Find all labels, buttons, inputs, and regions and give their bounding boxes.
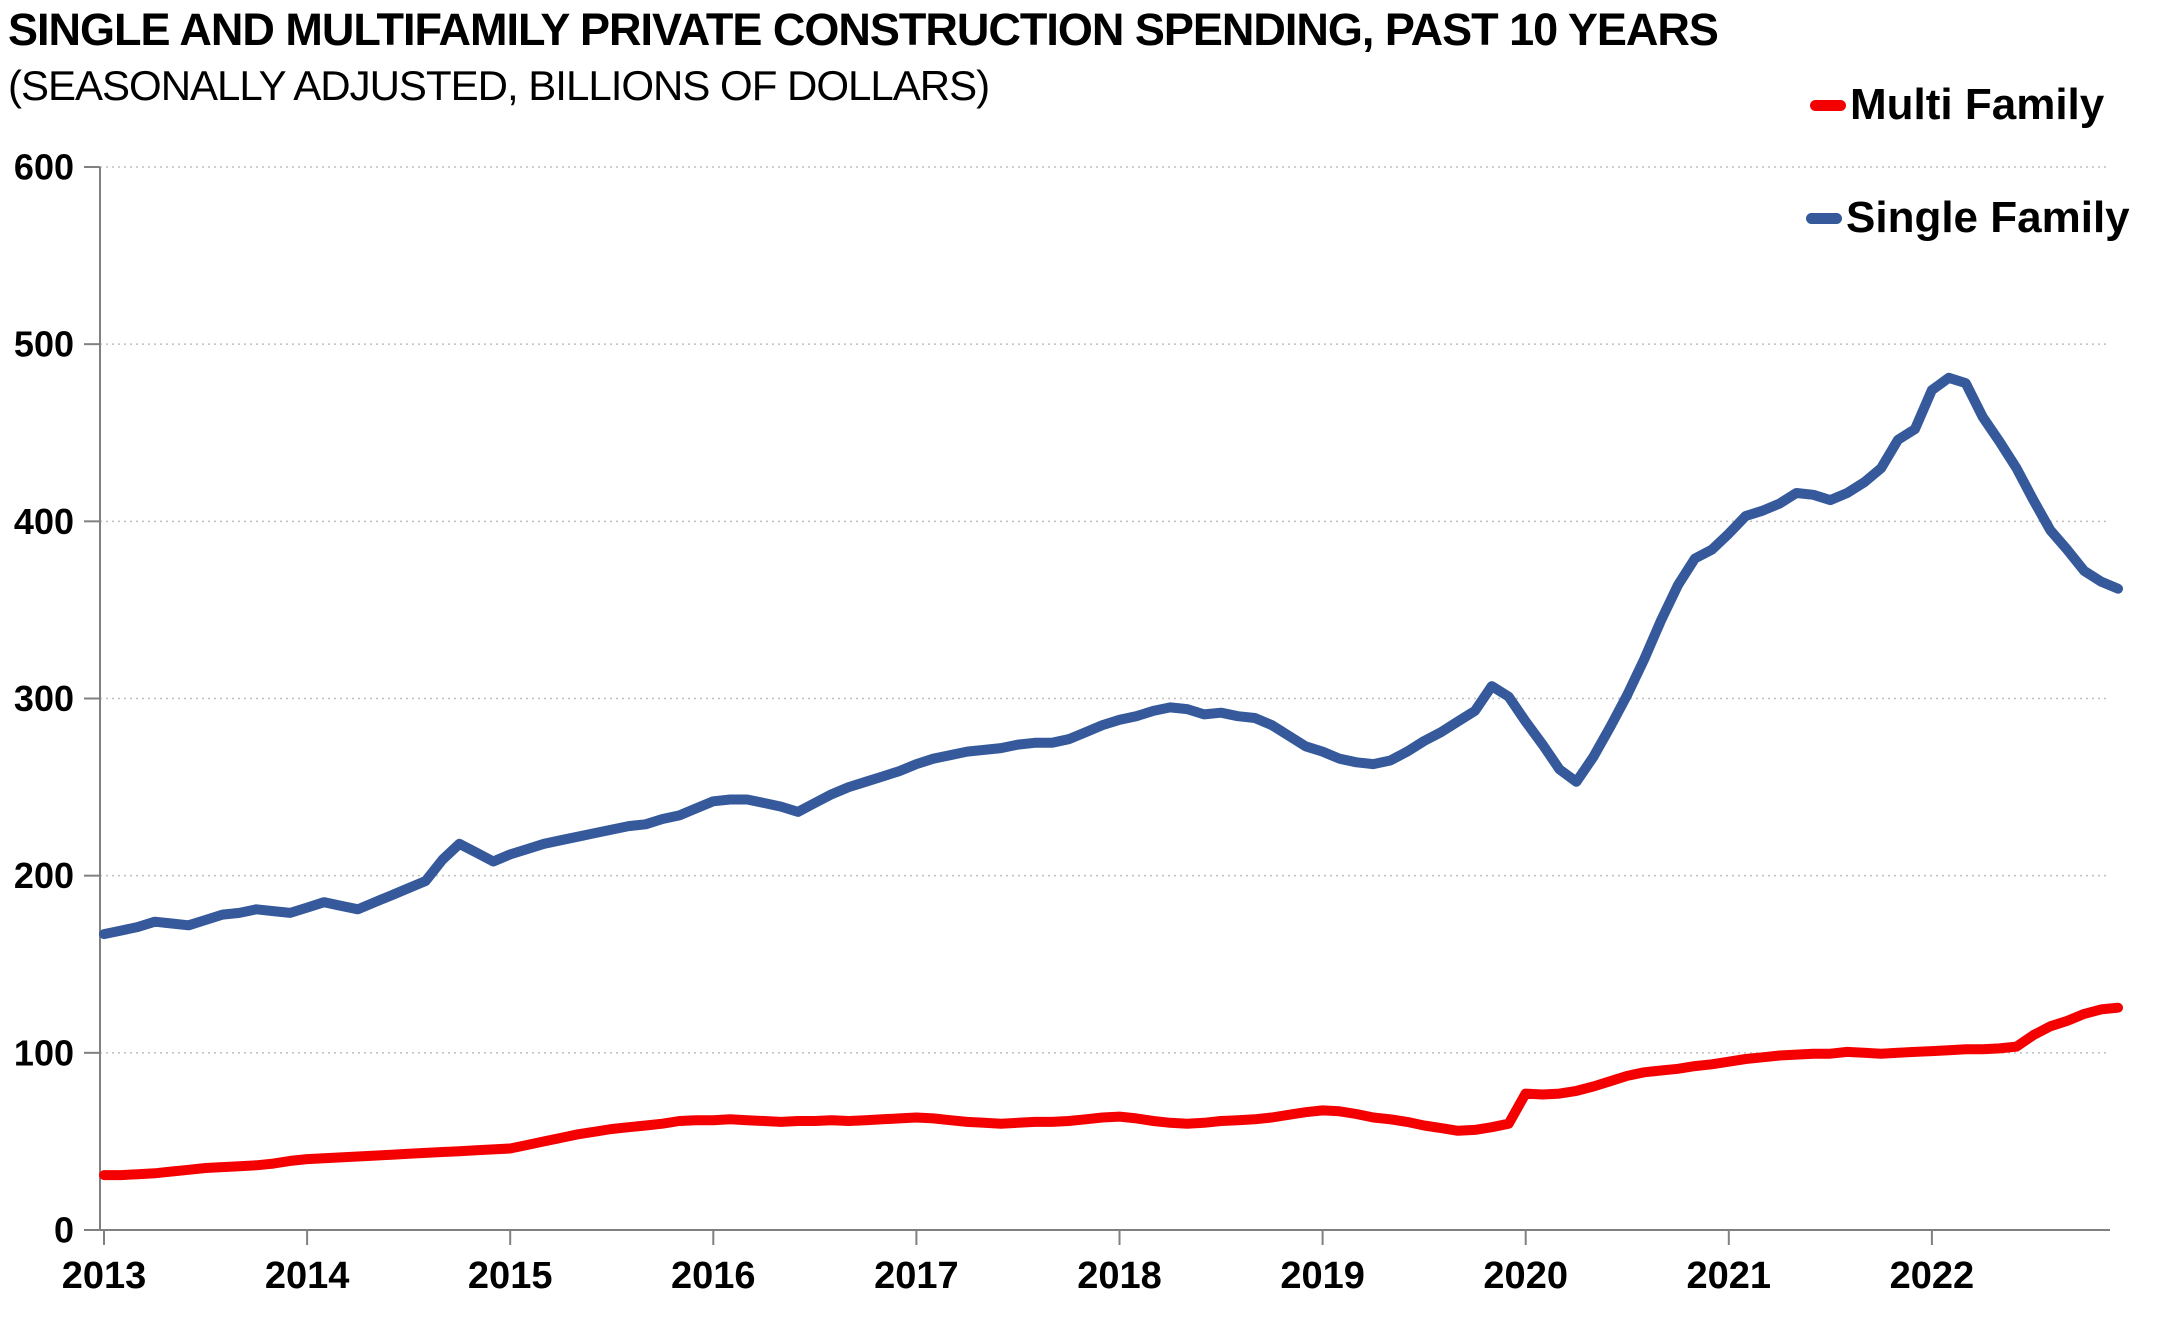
x-tick-label-2014: 2014 — [265, 1255, 350, 1297]
chart-title: SINGLE AND MULTIFAMILY PRIVATE CONSTRUCT… — [8, 4, 1719, 55]
multi-family-line-swatch — [1810, 99, 1846, 111]
x-tick-label-2017: 2017 — [874, 1255, 959, 1297]
x-tick-label-2022: 2022 — [1890, 1255, 1975, 1297]
y-tick-label-500: 500 — [14, 324, 74, 365]
chart-subtitle: (SEASONALLY ADJUSTED, BILLIONS OF DOLLAR… — [8, 62, 990, 109]
legend-item-single-family: Single Family — [1806, 193, 2130, 243]
y-tick-label-0: 0 — [54, 1210, 74, 1251]
line-multi-family — [99, 1002, 2123, 1181]
y-tick-label-300: 300 — [14, 678, 74, 719]
legend-label-single-family: Single Family — [1846, 193, 2130, 242]
line-single-family — [99, 372, 2123, 940]
x-tick-label-2013: 2013 — [62, 1255, 147, 1297]
legend-label-multi-family: Multi Family — [1850, 80, 2105, 129]
y-tick-label-200: 200 — [14, 855, 74, 896]
x-tick-label-2021: 2021 — [1687, 1255, 1772, 1297]
y-tick-label-100: 100 — [14, 1032, 74, 1073]
single-family-line-swatch — [1806, 212, 1842, 224]
x-tick-label-2018: 2018 — [1077, 1255, 1162, 1297]
x-tick-label-2015: 2015 — [468, 1255, 553, 1297]
x-tick-label-2019: 2019 — [1280, 1255, 1365, 1297]
y-tick-label-400: 400 — [14, 501, 74, 542]
legend-item-multi-family: Multi Family — [1810, 80, 2104, 130]
x-tick-label-2020: 2020 — [1483, 1255, 1568, 1297]
y-tick-label-600: 600 — [14, 147, 74, 188]
x-tick-label-2016: 2016 — [671, 1255, 756, 1297]
